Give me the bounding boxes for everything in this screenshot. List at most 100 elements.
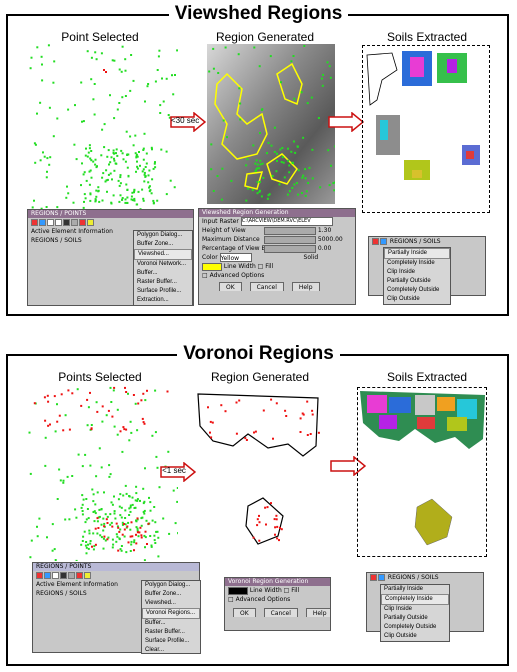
selected-point [309,433,312,435]
voronoi-select-menu-item[interactable]: Partially Inside [384,586,424,592]
map-point [113,59,116,62]
input-raster-row[interactable]: Input Raster C:\ARCVIEW\DEM.RVC\ELEV [199,217,355,226]
viewshed-select-menu-item[interactable]: Completely Inside [387,260,435,266]
voronoi-select-menu-item[interactable]: Completely Inside [381,594,449,605]
viewshed-menu-item[interactable]: Voronoi Network... [137,261,187,267]
map-point [89,169,92,172]
map-point [54,430,57,433]
param-row[interactable]: Percentage of View Before 0.00 [202,244,332,253]
param-row[interactable]: Height of View 1.30 [202,226,332,235]
voronoi-dialog-titlebar[interactable]: Voronoi Region Generation [225,578,330,586]
viewshed-menu-item[interactable]: Extraction... [137,297,169,303]
help-button[interactable]: Help [291,282,320,291]
cancel-button[interactable]: Cancel [263,608,298,617]
viewshed-dialog-titlebar[interactable]: Viewshed Region Generation [199,209,355,217]
voronoi-tool-menu[interactable]: Polygon Dialog... Buffer Zone... Viewshed.… [141,580,201,654]
viewshed-select-menu-item[interactable]: Partially Outside [387,278,431,284]
map-point [89,193,92,196]
map-point [267,194,270,197]
voronoi-menu-item[interactable]: Buffer Zone... [145,591,182,597]
help-button[interactable]: Help [305,608,330,617]
toolbar-window-titlebar[interactable]: REGIONS / POINTS [28,210,193,218]
selected-point [117,549,120,552]
line-width-row[interactable]: Line Width □ Fill [225,586,330,595]
viewshed-menu-item[interactable]: Buffer Zone... [137,241,174,247]
map-point [152,199,155,202]
viewshed-select-menu[interactable]: Partially Inside Completely Inside Clip In… [383,247,451,305]
voronoi-select-menu-item[interactable]: Clip Inside [384,606,413,612]
map-point [135,492,138,495]
line-width-row[interactable]: Line Width □ Fill [199,262,355,271]
map-point [113,157,115,160]
ok-button[interactable]: OK [233,608,256,617]
viewshed-select-menu-item[interactable]: Partially Inside [384,248,450,259]
voronoi-menu-item[interactable]: Polygon Dialog... [145,582,191,588]
map-point [62,481,65,484]
advanced-options-checkbox[interactable]: □ Advanced Options [202,272,265,279]
toolbar-window-titlebar[interactable]: REGIONS / POINTS [33,563,199,571]
voronoi-menu-item[interactable]: Viewshed... [145,600,176,606]
viewshed-dialog[interactable]: Viewshed Region Generation Input Raster … [198,208,356,305]
map-point [173,186,176,189]
selected-point [256,518,259,521]
viewshed-menu-item[interactable]: Polygon Dialog... [137,232,183,238]
map-point [292,55,295,57]
map-point [142,147,145,150]
viewshed-menu-item[interactable]: Viewshed... [134,249,192,260]
viewshed-menu-item[interactable]: Raster Buffer... [137,279,177,285]
viewshed-select-menu-item[interactable]: Clip Inside [387,269,416,275]
viewshed-menu-item[interactable]: Buffer... [137,270,158,276]
selected-point [127,541,130,544]
voronoi-select-menu-item[interactable]: Clip Outside [384,633,417,639]
map-point [120,70,123,73]
map-point [216,175,219,177]
map-point [246,158,249,161]
viewshed-tool-menu[interactable]: Polygon Dialog... Buffer Zone... Viewshed.… [133,230,193,306]
voronoi-menu-item[interactable]: Surface Profile... [145,638,190,644]
voronoi-select-menu-item[interactable]: Completely Outside [384,624,437,630]
voronoi-select-menu[interactable]: Partially Inside Completely Inside Clip In… [380,584,450,642]
viewshed-select-menu-item[interactable]: Completely Outside [387,287,440,293]
map-point [93,545,96,548]
map-point [110,401,113,403]
viewshed-menu-item[interactable]: Surface Profile... [137,288,182,294]
map-point [100,523,103,526]
selected-point [125,428,128,431]
voronoi-menu-item[interactable]: Voronoi Regions... [142,608,200,619]
map-point [152,167,155,170]
map-point [121,198,123,201]
voronoi-menu-item[interactable]: Raster Buffer... [145,629,185,635]
voronoi-menu-item[interactable]: Buffer... [145,620,166,626]
toolbar-icons[interactable] [28,218,193,227]
map-point [127,175,130,178]
map-point [89,464,92,467]
selected-point [105,518,108,521]
param-row[interactable]: Maximum Distance 5000.00 [202,235,343,244]
cancel-button[interactable]: Cancel [249,282,284,291]
viewshed-select-menu-item[interactable]: Clip Outside [387,296,420,302]
toolbar-icons[interactable] [33,571,199,580]
selected-point [43,396,46,399]
viewshed-region-map [207,44,335,204]
selected-point [270,398,273,401]
map-point [260,108,263,111]
map-point [85,541,88,543]
map-point [93,83,96,85]
map-point [103,123,106,126]
select-window-header[interactable]: REGIONS / SOILS [369,237,485,246]
ok-button[interactable]: OK [219,282,242,291]
selected-point [272,437,274,440]
map-point [101,176,104,179]
advanced-options-checkbox[interactable]: □ Advanced Options [228,596,291,603]
selected-point [275,518,278,521]
map-point [36,46,39,49]
voronoi-dialog[interactable]: Voronoi Region Generation Line Width □ F… [224,577,331,631]
color-row[interactable]: Color Yellow Solid [202,253,319,262]
select-window-header[interactable]: REGIONS / SOILS [367,573,483,582]
map-point [288,164,291,167]
voronoi-select-menu-item[interactable]: Partially Outside [384,615,428,621]
voronoi-menu-item[interactable]: Clear... [145,647,165,653]
map-point [297,169,300,172]
map-point [320,77,323,80]
selected-point [274,533,276,536]
